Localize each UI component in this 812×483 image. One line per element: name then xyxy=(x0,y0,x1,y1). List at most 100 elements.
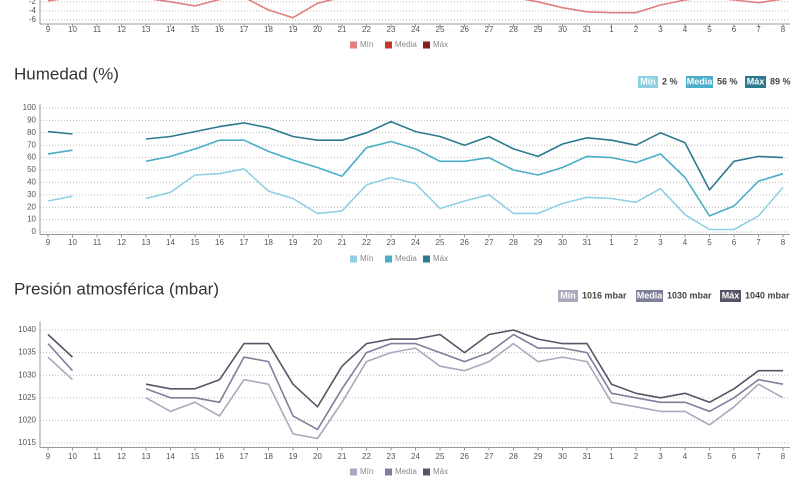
y-tick-label: 50 xyxy=(27,165,36,174)
badge-label: Mín xyxy=(640,76,656,86)
x-tick-label: 15 xyxy=(191,452,200,461)
legend-label: Mín xyxy=(360,40,373,49)
badge-bg xyxy=(720,290,741,302)
x-tick-label: 25 xyxy=(436,452,445,461)
x-tick-label: 27 xyxy=(485,25,494,34)
y-tick-label: 60 xyxy=(27,153,36,162)
x-tick-label: 6 xyxy=(732,25,737,34)
x-tick-label: 10 xyxy=(68,238,77,247)
x-tick-label: 5 xyxy=(707,452,712,461)
x-tick-label: 21 xyxy=(338,452,347,461)
x-tick-label: 25 xyxy=(436,238,445,247)
badge-label: Media xyxy=(687,76,714,86)
x-tick-label: 11 xyxy=(93,452,102,461)
badge-label: Media xyxy=(637,290,664,300)
x-tick-label: 29 xyxy=(534,238,543,247)
x-tick-label: 9 xyxy=(46,238,51,247)
y-tick-label: 70 xyxy=(27,140,36,149)
x-tick-label: 25 xyxy=(436,25,445,34)
badge-value: 89 % xyxy=(770,76,791,86)
x-tick-label: 13 xyxy=(142,25,151,34)
x-tick-label: 8 xyxy=(781,238,786,247)
badge-bg xyxy=(636,290,663,302)
x-tick-label: 30 xyxy=(558,25,567,34)
y-tick-label: 1035 xyxy=(18,348,36,357)
x-tick-label: 15 xyxy=(191,25,200,34)
x-tick-label: 4 xyxy=(683,452,688,461)
y-tick-label: 20 xyxy=(27,202,36,211)
legend-swatch xyxy=(350,468,357,476)
x-tick-label: 20 xyxy=(313,238,322,247)
legend-swatch xyxy=(350,41,357,49)
x-tick-label: 16 xyxy=(215,452,224,461)
badge-bg xyxy=(745,76,766,88)
x-tick-label: 22 xyxy=(362,25,371,34)
x-tick-label: 11 xyxy=(93,238,102,247)
badge-label: Mín xyxy=(560,290,576,300)
x-tick-label: 23 xyxy=(387,25,396,34)
x-tick-label: 31 xyxy=(583,238,592,247)
x-tick-label: 9 xyxy=(46,452,51,461)
badge-value: 1040 mbar xyxy=(745,290,790,300)
x-tick-label: 12 xyxy=(117,238,126,247)
y-tick-label: 80 xyxy=(27,128,36,137)
x-tick-label: 24 xyxy=(411,25,420,34)
line-series xyxy=(47,139,784,217)
x-tick-label: 2 xyxy=(634,25,639,34)
x-tick-label: 4 xyxy=(683,25,688,34)
x-tick-label: 20 xyxy=(313,25,322,34)
x-tick-label: 27 xyxy=(485,238,494,247)
x-tick-label: 2 xyxy=(634,238,639,247)
x-tick-label: 5 xyxy=(707,25,712,34)
legend-swatch xyxy=(423,41,430,49)
x-tick-label: 6 xyxy=(732,452,737,461)
x-tick-label: 30 xyxy=(558,452,567,461)
x-tick-label: 28 xyxy=(509,238,518,247)
x-tick-label: 18 xyxy=(264,25,273,34)
x-tick-label: 19 xyxy=(289,452,298,461)
x-tick-label: 24 xyxy=(411,238,420,247)
x-tick-label: 28 xyxy=(509,25,518,34)
line-series xyxy=(47,0,783,19)
chart-title: Humedad (%) xyxy=(14,64,119,83)
badge-bg xyxy=(686,76,713,88)
x-tick-label: 21 xyxy=(338,25,347,34)
legend-label: Mín xyxy=(360,254,373,263)
x-tick-label: 1 xyxy=(609,452,614,461)
x-tick-label: 1 xyxy=(609,25,614,34)
x-tick-label: 14 xyxy=(166,238,175,247)
legend-swatch xyxy=(385,468,392,476)
x-tick-label: 12 xyxy=(117,25,126,34)
x-tick-label: 20 xyxy=(313,452,322,461)
x-tick-label: 8 xyxy=(781,25,786,34)
badge-value: 1030 mbar xyxy=(667,290,712,300)
y-tick-label: -4 xyxy=(29,6,37,15)
y-tick-label: 1020 xyxy=(18,415,36,424)
badge-value: 56 % xyxy=(717,76,738,86)
line-series xyxy=(47,342,784,440)
x-tick-label: 27 xyxy=(485,452,494,461)
x-tick-label: 17 xyxy=(240,452,249,461)
x-tick-label: 14 xyxy=(166,25,175,34)
badge-label: Máx xyxy=(747,76,765,86)
legend-label: Media xyxy=(395,40,417,49)
line-series xyxy=(47,333,784,431)
legend-swatch xyxy=(423,468,430,476)
y-tick-label: 1040 xyxy=(18,325,36,334)
x-tick-label: 4 xyxy=(683,238,688,247)
badge-value: 1016 mbar xyxy=(582,290,627,300)
legend-label: Mín xyxy=(360,467,373,476)
x-tick-label: 26 xyxy=(460,238,469,247)
x-tick-label: 11 xyxy=(93,25,102,34)
y-tick-label: 1025 xyxy=(18,393,36,402)
x-tick-label: 15 xyxy=(191,238,200,247)
x-tick-label: 8 xyxy=(781,452,786,461)
legend-swatch xyxy=(423,255,430,263)
legend-label: Máx xyxy=(433,254,448,263)
y-tick-label: 90 xyxy=(27,116,36,125)
line-series xyxy=(47,329,783,408)
x-tick-label: 3 xyxy=(658,238,663,247)
legend-swatch xyxy=(385,255,392,263)
x-tick-label: 30 xyxy=(558,238,567,247)
x-tick-label: 9 xyxy=(46,25,51,34)
